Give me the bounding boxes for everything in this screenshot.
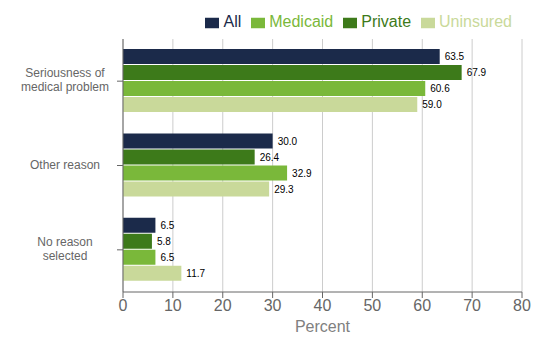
svg-text:50: 50 bbox=[363, 297, 381, 314]
svg-text:60: 60 bbox=[413, 297, 431, 314]
html-text:Private: Private bbox=[361, 13, 412, 30]
svg-text:6.5: 6.5 bbox=[160, 220, 174, 231]
svg-text:29.3: 29.3 bbox=[274, 184, 294, 195]
svg-text:No reasonselected: No reasonselected bbox=[37, 235, 92, 263]
svg-text:11.7: 11.7 bbox=[186, 268, 205, 279]
svg-text:30: 30 bbox=[264, 297, 282, 314]
svg-text:20: 20 bbox=[214, 297, 232, 314]
svg-text:80: 80 bbox=[513, 297, 531, 314]
svg-text:63.5: 63.5 bbox=[445, 51, 465, 62]
svg-text:59.0: 59.0 bbox=[422, 99, 442, 110]
svg-text:Seriousness ofmedical problem: Seriousness ofmedical problem bbox=[21, 66, 109, 94]
svg-text:26.4: 26.4 bbox=[260, 152, 280, 163]
svg-text:Other reason: Other reason bbox=[30, 158, 100, 172]
svg-text:10: 10 bbox=[164, 297, 182, 314]
svg-text:0: 0 bbox=[119, 297, 128, 314]
svg-text:70: 70 bbox=[463, 297, 481, 314]
svg-text:Percent: Percent bbox=[295, 318, 351, 335]
html-text:Medicaid: Medicaid bbox=[269, 13, 334, 30]
svg-text:32.9: 32.9 bbox=[292, 168, 312, 179]
svg-text:60.6: 60.6 bbox=[430, 83, 450, 94]
svg-text:30.0: 30.0 bbox=[278, 136, 298, 147]
svg-text:5.8: 5.8 bbox=[157, 236, 171, 247]
svg-text:40: 40 bbox=[314, 297, 332, 314]
svg-text:6.5: 6.5 bbox=[160, 252, 174, 263]
html-text:Uninsured: Uninsured bbox=[439, 13, 512, 30]
html-text:All: All bbox=[223, 13, 242, 30]
svg-text:67.9: 67.9 bbox=[467, 67, 487, 78]
